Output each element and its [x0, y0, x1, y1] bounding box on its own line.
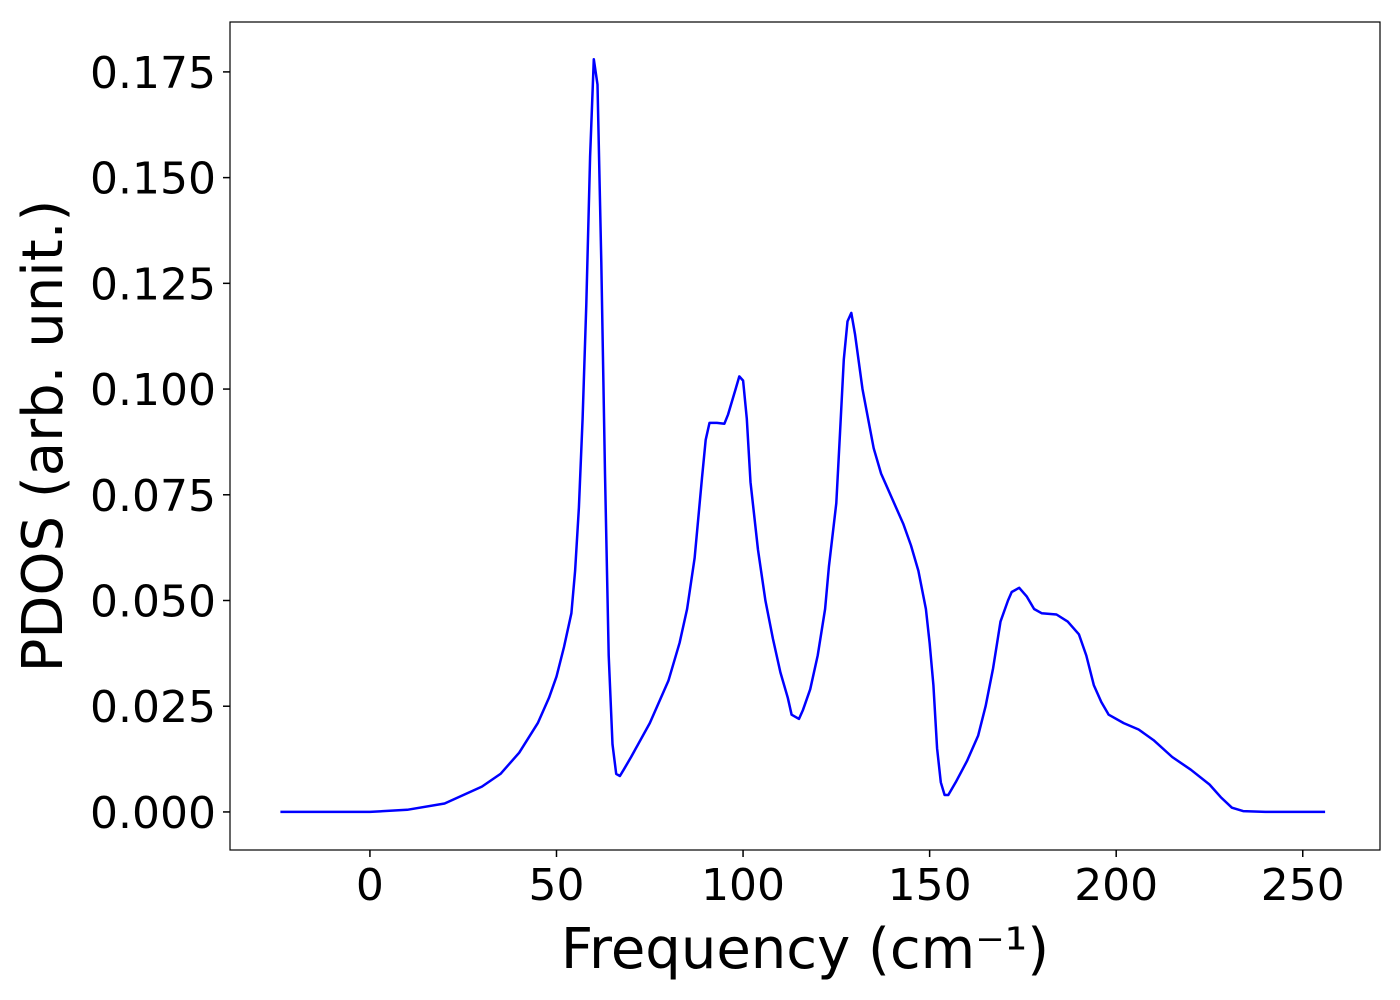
x-axis-label: Frequency (cm⁻¹) — [561, 917, 1049, 982]
y-tick-label: 0.100 — [90, 365, 216, 416]
y-tick-label: 0.150 — [90, 154, 216, 205]
x-tick-label: 100 — [701, 860, 785, 911]
plot-frame — [229, 21, 1381, 851]
y-tick-label: 0.175 — [90, 48, 216, 99]
x-tick-label: 50 — [528, 860, 584, 911]
x-tick-label: 0 — [356, 860, 384, 911]
x-tick-label: 200 — [1074, 860, 1158, 911]
y-tick-label: 0.125 — [90, 259, 216, 310]
series-line — [280, 57, 1326, 814]
y-tick-label: 0.025 — [90, 682, 216, 733]
y-tick-label: 0.075 — [90, 471, 216, 522]
x-tick-label: 250 — [1261, 860, 1345, 911]
y-tick-label: 0.050 — [90, 577, 216, 628]
y-tick-label: 0.000 — [90, 788, 216, 839]
y-axis-label: PDOS (arb. unit.) — [11, 200, 76, 673]
x-tick-label: 150 — [888, 860, 972, 911]
